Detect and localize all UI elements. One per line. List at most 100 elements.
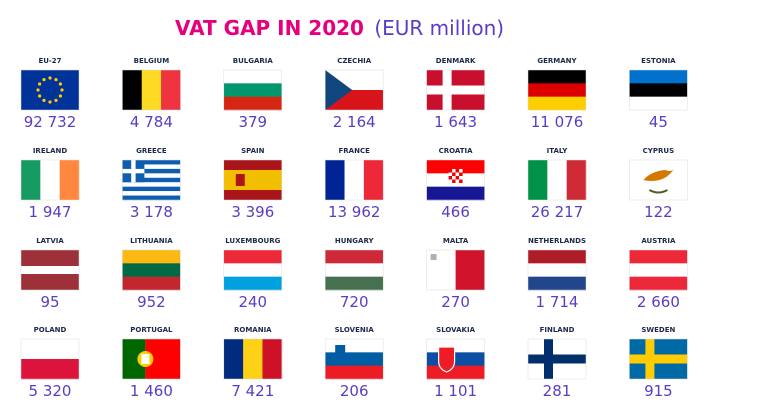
flag-border — [20, 338, 80, 380]
flag-border — [223, 249, 283, 291]
flag-part — [21, 70, 79, 110]
flag-part — [452, 169, 456, 173]
flag-border — [20, 69, 80, 111]
flag-star — [58, 94, 62, 98]
title-line: VAT GAP IN 2020 (EUR million) — [175, 16, 504, 40]
flag-part — [122, 164, 181, 170]
flag — [527, 69, 587, 111]
subtitle: (EUR million) — [374, 16, 504, 40]
flag — [122, 159, 181, 201]
flag-part — [448, 169, 453, 173]
flag-part — [122, 195, 181, 201]
flag-part — [629, 250, 688, 264]
flag-part — [21, 339, 79, 360]
vat-gap-value: 92 732 — [24, 113, 77, 131]
flag-part — [455, 169, 460, 173]
flag-part — [223, 70, 282, 84]
flag-part — [122, 263, 181, 277]
flag-part — [452, 179, 456, 183]
vat-gap-value: 3 396 — [231, 203, 274, 221]
flag-part — [459, 169, 463, 173]
flag-part — [426, 352, 485, 366]
vat-gap-value: 240 — [238, 293, 267, 311]
vat-gap-value: 26 217 — [531, 203, 584, 221]
flag-part — [528, 250, 586, 264]
country-name: FINLAND — [540, 326, 575, 334]
flag-part — [459, 172, 463, 176]
flag-star — [54, 78, 58, 82]
country-name: EU-27 — [38, 57, 61, 65]
country-name: FRANCE — [339, 147, 371, 155]
flag — [20, 338, 80, 380]
vat-gap-value: 1 460 — [130, 382, 173, 400]
flag — [629, 249, 688, 291]
flag-part — [122, 168, 145, 174]
vat-gap-value: 206 — [340, 382, 369, 400]
flag-star — [38, 94, 42, 98]
flag-border — [324, 249, 384, 291]
flag — [324, 159, 384, 201]
flag-part — [223, 250, 282, 264]
flag-part — [122, 276, 181, 291]
flag — [20, 159, 80, 201]
flag-border — [20, 159, 80, 201]
flag-part — [426, 160, 485, 174]
flag-star — [38, 82, 42, 86]
vat-gap-value: 1 714 — [536, 293, 579, 311]
vat-gap-value: 466 — [441, 203, 470, 221]
flag-part — [629, 263, 688, 277]
flag-part — [122, 186, 181, 192]
flag-border — [122, 338, 181, 380]
vat-gap-value: 95 — [40, 293, 59, 311]
country-name: ROMANIA — [234, 326, 272, 334]
flag-part — [455, 250, 485, 290]
flag-part — [426, 339, 485, 353]
flag-star — [36, 88, 40, 92]
flag-part — [59, 160, 80, 200]
flag-border — [426, 249, 485, 291]
country-name: DENMARK — [436, 57, 476, 65]
country-name: BELGIUM — [134, 57, 170, 65]
country-name: SLOVAKIA — [436, 326, 475, 334]
flag-part — [262, 339, 283, 379]
flag-border — [426, 338, 485, 380]
flag — [223, 338, 283, 380]
flag-part — [528, 96, 586, 111]
flag — [20, 249, 80, 291]
flag-part — [629, 70, 688, 84]
flag-part — [141, 70, 162, 110]
vat-gap-value: 281 — [543, 382, 572, 400]
flag-star — [60, 88, 64, 92]
flag-part — [438, 346, 456, 373]
flag-star — [48, 100, 52, 104]
flag-part — [122, 70, 143, 110]
flag-part — [426, 186, 485, 201]
flag-part — [629, 96, 688, 111]
flag-border — [527, 159, 587, 201]
flag-part — [459, 179, 463, 183]
flag-part — [21, 160, 41, 200]
flag-part — [335, 345, 346, 359]
flag — [223, 249, 283, 291]
flag — [629, 69, 688, 111]
flag-border — [122, 159, 181, 201]
vat-gap-value: 13 962 — [328, 203, 381, 221]
country-name: SPAIN — [241, 147, 265, 155]
flag-part — [21, 266, 79, 274]
flag-part — [448, 179, 453, 183]
vat-gap-value: 270 — [441, 293, 470, 311]
flag-part — [223, 83, 282, 97]
vat-gap-value: 2 164 — [333, 113, 376, 131]
vat-gap-value: 1 643 — [434, 113, 477, 131]
flag-part — [426, 365, 485, 380]
flag-part — [643, 170, 674, 181]
vat-gap-value: 45 — [649, 113, 668, 131]
flag-part — [528, 276, 586, 291]
flag-border — [20, 249, 80, 291]
flag — [122, 338, 181, 380]
flag — [324, 338, 384, 380]
flag-border — [426, 69, 485, 111]
flag — [223, 159, 283, 201]
flag — [324, 249, 384, 291]
vat-gap-value: 122 — [644, 203, 673, 221]
